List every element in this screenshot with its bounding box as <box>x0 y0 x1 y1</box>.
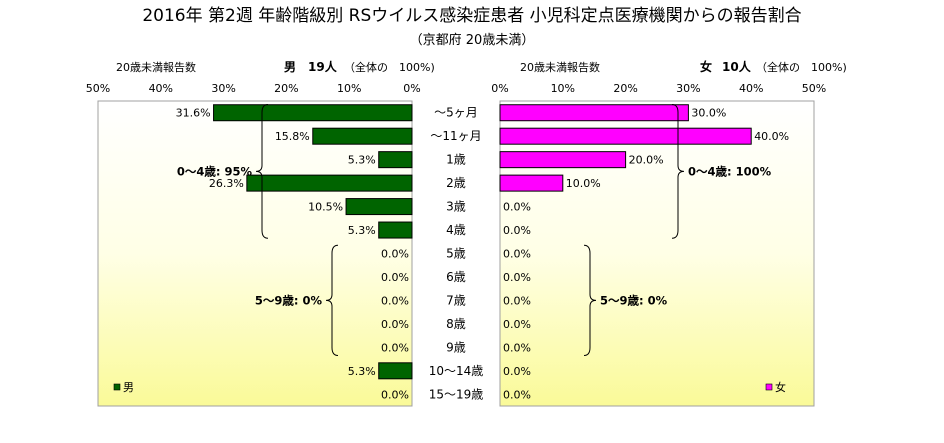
male-plot-area <box>97 100 413 407</box>
female-tick-label: 40% <box>739 82 763 95</box>
female-bar <box>499 151 627 169</box>
female-data-label: 0.0% <box>503 318 531 331</box>
age-category-label: 6歳 <box>446 270 466 284</box>
age-category-label: 15～19歳 <box>429 387 484 401</box>
male-series-title: 男 <box>284 60 296 74</box>
female-count-label: 10人 <box>722 59 752 74</box>
female-tick-label: 30% <box>676 82 700 95</box>
male-bar <box>213 104 413 122</box>
female-tick-label: 0% <box>491 82 508 95</box>
female-tick-label: 20% <box>613 82 637 95</box>
male-data-label: 0.0% <box>381 248 409 261</box>
female-bar <box>499 104 689 122</box>
male-data-label: 0.0% <box>381 294 409 307</box>
age-category-label: ～11ヶ月 <box>430 129 481 143</box>
male-legend-swatch <box>113 383 121 391</box>
female-data-label: 0.0% <box>503 271 531 284</box>
male-tick-label: 20% <box>274 82 298 95</box>
age-category-label: 4歳 <box>446 223 466 237</box>
male-tick-label: 30% <box>211 82 235 95</box>
male-data-label: 5.3% <box>348 154 376 167</box>
female-data-label: 0.0% <box>503 294 531 307</box>
age-category-label: 2歳 <box>446 176 466 190</box>
female-total-note: （全体の 100%) <box>756 60 847 74</box>
male-bar <box>246 174 413 192</box>
male-data-label: 10.5% <box>308 201 343 214</box>
female-plot-area <box>499 100 815 407</box>
female-bar <box>499 127 752 145</box>
male-data-label: 15.8% <box>275 130 310 143</box>
male-data-label: 0.0% <box>381 388 409 401</box>
female-panel: 20歳未満報告数女 10人 （全体の 100%)50%40%30%20%10%0%3… <box>491 59 847 407</box>
male-tick-label: 50% <box>86 82 110 95</box>
male-bar <box>378 362 413 380</box>
female-data-label: 20.0% <box>629 154 664 167</box>
age-category-label: 10～14歳 <box>429 364 484 378</box>
female-data-label: 0.0% <box>503 365 531 378</box>
female-legend-label: 女 <box>775 380 786 394</box>
female-data-label: 0.0% <box>503 341 531 354</box>
female-annotation: 5～9歳: 0% <box>600 293 668 307</box>
male-tick-label: 10% <box>337 82 361 95</box>
female-brace <box>671 104 685 239</box>
male-legend-label: 男 <box>123 381 134 394</box>
age-category-labels: ～5ヶ月 ～11ヶ月 1歳 2歳 3歳 4歳 5歳 6歳 7歳 8歳 9歳 10～14歳 15～19歳 <box>429 106 484 402</box>
male-annotation: 5～9歳: 0% <box>255 293 323 307</box>
female-data-label: 0.0% <box>503 201 531 214</box>
female-data-label: 0.0% <box>503 224 531 237</box>
female-annotation: 0～4歳: 100% <box>688 164 772 178</box>
chart-subtitle: （京都府 20歳未満） <box>410 33 535 48</box>
male-data-label: 5.3% <box>348 365 376 378</box>
age-category-label: 1歳 <box>446 153 466 167</box>
female-brace <box>583 244 597 357</box>
age-category-label: 3歳 <box>446 200 466 214</box>
male-header: 20歳未満報告数 <box>116 61 196 74</box>
male-tick-label: 0% <box>403 82 420 95</box>
male-data-label: 0.0% <box>381 318 409 331</box>
male-annotation: 0～4歳: 95% <box>177 164 253 178</box>
male-panel: 20歳未満報告数男 19人 （全体の 100%)50% 40% 30% 20% 10% 0%3… <box>86 59 435 407</box>
female-data-label: 0.0% <box>503 248 531 261</box>
age-category-label: 7歳 <box>446 293 466 307</box>
male-data-label: 31.6% <box>176 107 211 120</box>
chart-title: 2016年 第2週 年齢階級別 RSウイルス感染症患者 小児科定点医療機関からの… <box>142 6 801 26</box>
male-data-label: 0.0% <box>381 271 409 284</box>
age-category-label: 5歳 <box>446 247 466 261</box>
age-category-label: 9歳 <box>446 340 466 354</box>
male-brace <box>325 244 339 357</box>
male-data-label: 0.0% <box>381 341 409 354</box>
male-bar <box>312 127 413 145</box>
male-data-label: 5.3% <box>348 224 376 237</box>
female-bar <box>499 174 564 192</box>
male-bar <box>378 151 413 169</box>
male-bar <box>345 198 413 216</box>
male-brace <box>255 104 269 239</box>
female-data-label: 40.0% <box>754 130 789 143</box>
male-bar <box>378 221 413 239</box>
female-tick-label: 50% <box>802 82 826 95</box>
age-category-label: 8歳 <box>446 317 466 331</box>
male-count-label: 19人 <box>308 59 338 74</box>
male-total-note: （全体の 100%) <box>344 60 435 74</box>
age-category-label: ～5ヶ月 <box>434 106 478 120</box>
female-tick-label: 10% <box>551 82 575 95</box>
female-header: 20歳未満報告数 <box>520 61 600 74</box>
female-data-label: 30.0% <box>691 107 726 120</box>
female-data-label: 10.0% <box>566 177 601 190</box>
male-tick-label: 40% <box>149 82 173 95</box>
female-legend-swatch <box>765 383 773 391</box>
female-series-title: 女 <box>700 59 712 74</box>
female-data-label: 0.0% <box>503 388 531 401</box>
male-data-label: 26.3% <box>209 177 244 190</box>
